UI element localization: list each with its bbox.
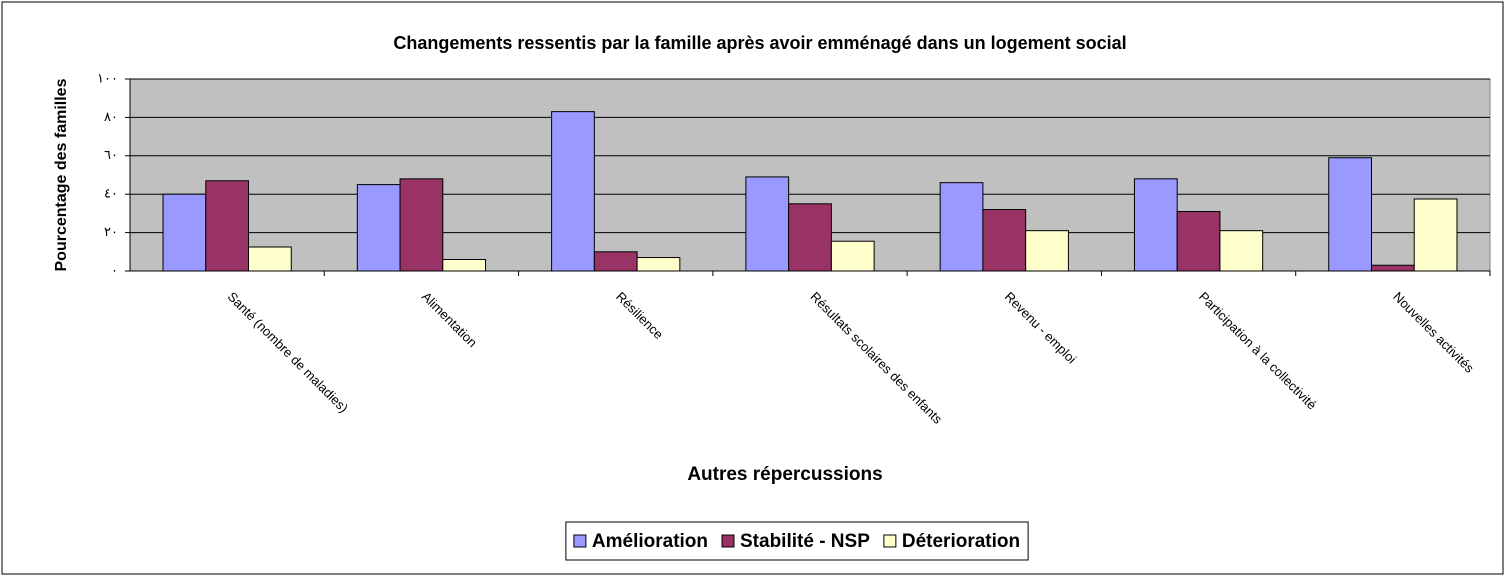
bar: [593, 251, 638, 272]
bar: [248, 246, 292, 272]
legend-swatch: [573, 534, 587, 548]
bar: [399, 178, 444, 272]
legend-swatch: [721, 534, 735, 548]
bar: [1413, 198, 1458, 272]
bar: [1219, 230, 1264, 272]
bar: [788, 203, 832, 272]
bar: [551, 111, 595, 272]
bar: [1133, 178, 1178, 272]
y-tick-label: ١٠٠: [97, 70, 118, 85]
bar: [442, 258, 487, 272]
bar: [1025, 230, 1069, 272]
legend-label: Amélioration: [592, 531, 708, 552]
bar: [939, 182, 984, 272]
y-tick-label: ٢٠: [104, 224, 118, 239]
bar: [1328, 157, 1372, 272]
y-tick-label: ٠: [111, 262, 118, 277]
bar: [1370, 264, 1415, 272]
bar: [982, 209, 1027, 272]
bar: [1176, 210, 1221, 272]
bar: [745, 176, 790, 272]
y-tick-label: ٦٠: [104, 147, 118, 162]
legend-box: [565, 521, 1029, 561]
bar: [830, 240, 875, 272]
chart-title: Changements ressentis par la famille apr…: [393, 33, 1126, 53]
y-axis-label: Pourcentage des familles: [53, 78, 70, 271]
bar: [636, 257, 681, 272]
legend-label: Déterioration: [902, 531, 1020, 552]
y-tick-label: ٤٠: [104, 186, 118, 201]
bar: [356, 184, 401, 272]
x-axis-label: Autres répercussions: [687, 464, 882, 485]
legend-label: Stabilité - NSP: [740, 531, 870, 552]
y-tick-label: ٨٠: [104, 109, 118, 124]
legend-swatch: [883, 534, 897, 548]
bar: [205, 180, 250, 272]
bar: [162, 193, 207, 272]
